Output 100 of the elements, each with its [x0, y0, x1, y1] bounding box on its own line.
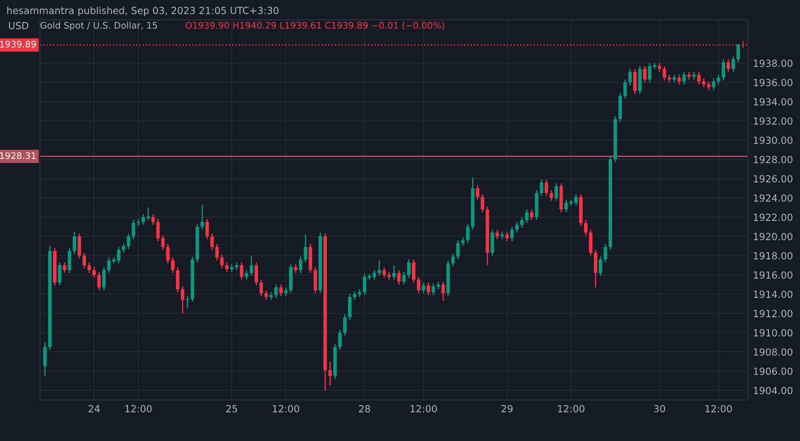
candlestick: [260, 279, 263, 297]
annotation: O1939.90 H1940.29 L1939.61 C1939.89 −0.01 (−0.00%): [186, 22, 444, 30]
candlestick: [441, 281, 445, 302]
y-tick-label: 1922.00: [754, 214, 792, 221]
x-tick-label: 12:00: [410, 405, 437, 412]
candlestick: [643, 65, 646, 83]
x-tick-label: 25: [226, 405, 238, 412]
x-tick-label: 30: [654, 405, 666, 412]
candlestick: [308, 244, 312, 274]
candlestick: [623, 78, 627, 100]
candlestick: [436, 281, 440, 290]
candlestick: [451, 253, 455, 267]
y-tick-label: 1916.00: [754, 271, 792, 279]
candlestick: [515, 221, 519, 234]
candlestick: [186, 295, 190, 310]
y-tick-label: 1938.00: [754, 60, 792, 67]
candlestick: [697, 71, 701, 85]
candlestick: [618, 92, 622, 122]
candlestick: [426, 282, 430, 296]
x-tick-label: 12:00: [272, 405, 300, 412]
candlestick: [525, 208, 528, 224]
x-tick-label: 12:00: [125, 405, 152, 412]
y-tick-label: 1930.00: [754, 136, 792, 144]
candlestick: [588, 229, 592, 256]
candlestick: [554, 182, 558, 202]
candlestick: [402, 271, 406, 286]
candlestick: [662, 65, 666, 82]
candlestick: [559, 182, 563, 213]
candlestick: [432, 282, 436, 296]
ref-line-label: 1939.89: [0, 40, 36, 48]
candlestick: [382, 266, 386, 278]
candlestick: [422, 282, 426, 294]
chart-title: hesammantra published, Sep 03, 2023 21:05 UTC+3:30: [7, 6, 278, 16]
candlestick: [456, 240, 460, 260]
candlestick: [225, 262, 229, 273]
candlestick: [496, 229, 499, 240]
candlestick: [682, 71, 686, 85]
y-tick-label: 1924.00: [754, 194, 792, 202]
candlestick: [732, 56, 735, 72]
candlestick: [397, 270, 401, 286]
candlestick: [82, 252, 86, 269]
candlestick: [210, 232, 214, 250]
candlestick: [200, 204, 204, 230]
candlestick: [102, 266, 106, 291]
candlestick: [378, 260, 381, 276]
candlestick: [180, 286, 184, 314]
candlestick: [490, 229, 494, 256]
y-tick-label: 1908.00: [754, 348, 792, 356]
candlestick: [220, 254, 224, 269]
candlestick: [132, 219, 136, 240]
candlestick: [584, 219, 588, 236]
candlestick: [544, 179, 548, 197]
candlestick: [638, 65, 642, 95]
candlestick: [726, 58, 730, 72]
x-tick-label: 28: [359, 405, 370, 412]
y-tick-label: 1914.00: [754, 290, 792, 298]
candlestick: [43, 342, 47, 376]
candlestick: [736, 43, 740, 63]
candlestick: [171, 257, 174, 274]
candlestick: [289, 264, 292, 294]
candlestick: [92, 266, 96, 278]
candlestick: [62, 262, 66, 274]
candlestick: [161, 234, 165, 250]
y-tick-label: 1928.00: [754, 156, 792, 164]
candlestick: [58, 262, 62, 286]
y-tick-label: 1934.00: [754, 98, 792, 106]
candlestick: [392, 264, 396, 280]
candlestick: [244, 270, 248, 280]
ref-line-label: 1928.31: [0, 152, 36, 160]
candlestick: [264, 290, 268, 300]
candlestick: [412, 258, 416, 284]
candlestick: [254, 262, 258, 286]
candlestick: [633, 68, 637, 95]
candlestick: [87, 262, 91, 274]
candlestick: [343, 314, 347, 336]
candlestick: [712, 78, 716, 91]
candlestick: [240, 262, 244, 280]
y-tick-label: 1932.00: [754, 117, 792, 125]
y-tick-label: 1912.00: [754, 310, 792, 318]
y-tick-label: 1910.00: [754, 329, 792, 336]
candlestick: [298, 256, 302, 274]
candlestick: [146, 206, 151, 221]
candlestick: [466, 223, 470, 244]
candlestick: [594, 249, 598, 288]
candlestick: [314, 266, 318, 294]
y-tick-label: 1918.00: [754, 252, 792, 260]
candlestick: [230, 264, 234, 273]
candlestick: [416, 276, 420, 294]
candlestick: [348, 294, 352, 321]
candlestick: [250, 255, 254, 276]
text: USD: [8, 22, 28, 30]
candlestick: [72, 231, 76, 254]
candlestick: [122, 242, 126, 254]
candlestick: [550, 190, 554, 202]
candlestick: [166, 244, 170, 264]
candlestick: [176, 266, 180, 293]
x-tick-label: 12:00: [558, 405, 584, 412]
x-tick-label: 24: [88, 405, 100, 412]
chart-subtitle: Gold Spot / U.S. Dollar, 15: [40, 22, 158, 30]
candlestick: [205, 218, 209, 240]
